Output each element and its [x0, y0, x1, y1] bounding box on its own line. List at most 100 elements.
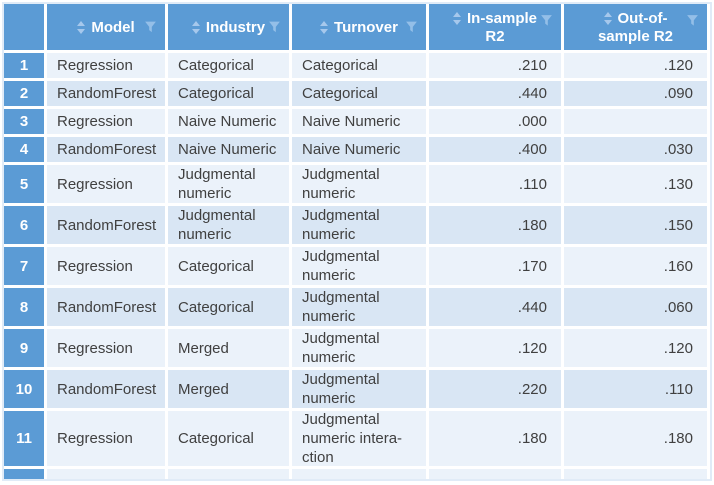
row-number[interactable] — [4, 469, 44, 479]
model-cell: RandomForest — [47, 81, 165, 106]
model-cell: RandomForest — [47, 206, 165, 244]
column-header-label: Out-of- — [617, 10, 668, 27]
table-row: 9 Regression Merged Judgmental numeric .120.… — [4, 329, 710, 367]
column-header-out_sample[interactable]: Out-of-sample R2 — [564, 4, 707, 50]
turnover-cell: Categorical — [292, 53, 426, 78]
turnover-cell: Judgmental numeric — [292, 247, 426, 285]
row-number[interactable]: 4 — [4, 137, 44, 162]
row-number[interactable]: 8 — [4, 288, 44, 326]
model-cell: RandomForest — [47, 137, 165, 162]
in-sample-r2-cell: .220 — [429, 370, 561, 408]
partial-row — [4, 469, 710, 479]
header-corner-cell — [4, 4, 44, 50]
table-row: 7 Regression Categorical Judgmental numeric… — [4, 247, 710, 285]
in-sample-r2-cell: .120 — [429, 329, 561, 367]
turnover-cell: Naive Numeric — [292, 137, 426, 162]
out-sample-r2-cell: .150 — [564, 206, 707, 244]
industry-cell: Categorical — [168, 288, 289, 326]
data-grid: Model Industry Turnover In-sample R2 Out-of-s… — [4, 4, 710, 479]
sort-arrows-icon[interactable] — [452, 12, 461, 25]
turnover-cell: Judgmental numeric — [292, 206, 426, 244]
in-sample-r2-cell — [429, 469, 561, 479]
turnover-cell — [292, 469, 426, 479]
turnover-cell: Naive Numeric — [292, 109, 426, 134]
table-row: 1 Regression Categorical Categorical .210.12… — [4, 53, 710, 78]
out-sample-r2-cell: .180 — [564, 411, 707, 466]
in-sample-r2-cell: .000 — [429, 109, 561, 134]
column-header-label: Turnover — [334, 18, 398, 36]
column-header-turnover[interactable]: Turnover — [292, 4, 426, 50]
sort-arrows-icon[interactable] — [77, 20, 86, 34]
model-cell: Regression — [47, 165, 165, 203]
model-cell — [47, 469, 165, 479]
model-cell: Regression — [47, 53, 165, 78]
filter-funnel-icon[interactable] — [540, 14, 553, 27]
column-header-in_sample[interactable]: In-sample R2 — [429, 4, 561, 50]
turnover-cell: Judgmental numeric intera-ction — [292, 411, 426, 466]
sort-arrows-icon[interactable] — [320, 20, 329, 34]
column-header-line1: In-sample — [452, 9, 537, 28]
industry-cell: Categorical — [168, 53, 289, 78]
row-number[interactable]: 1 — [4, 53, 44, 78]
industry-cell: Merged — [168, 370, 289, 408]
in-sample-r2-cell: .180 — [429, 206, 561, 244]
row-number[interactable]: 10 — [4, 370, 44, 408]
filter-funnel-icon[interactable] — [405, 21, 418, 34]
column-header-line1: Out-of- — [603, 9, 668, 28]
out-sample-r2-cell: .060 — [564, 288, 707, 326]
industry-cell: Merged — [168, 329, 289, 367]
column-header-label: Model — [91, 18, 135, 36]
row-number[interactable]: 3 — [4, 109, 44, 134]
out-sample-r2-cell: .130 — [564, 165, 707, 203]
filter-funnel-icon[interactable] — [268, 21, 281, 34]
table-row: 2 RandomForest Categorical Categorical .440.… — [4, 81, 710, 106]
out-sample-r2-cell: .090 — [564, 81, 707, 106]
column-header-industry[interactable]: Industry — [168, 4, 289, 50]
model-cell: Regression — [47, 411, 165, 466]
column-header-label: Industry — [205, 18, 266, 36]
column-header-label-line2: sample R2 — [597, 28, 674, 45]
column-header-model[interactable]: Model — [47, 4, 165, 50]
filter-funnel-icon[interactable] — [144, 21, 157, 34]
table-row: 11 Regression Categorical Judgmental numeri… — [4, 411, 710, 466]
out-sample-r2-cell — [564, 469, 707, 479]
sort-arrows-icon[interactable] — [603, 12, 612, 25]
turnover-cell: Categorical — [292, 81, 426, 106]
turnover-cell: Judgmental numeric — [292, 288, 426, 326]
out-sample-r2-cell: .030 — [564, 137, 707, 162]
model-cell: Regression — [47, 109, 165, 134]
column-header-label-line2: R2 — [485, 28, 505, 45]
in-sample-r2-cell: .110 — [429, 165, 561, 203]
turnover-cell: Judgmental numeric — [292, 370, 426, 408]
out-sample-r2-cell: .160 — [564, 247, 707, 285]
industry-cell: Naive Numeric — [168, 137, 289, 162]
out-sample-r2-cell: .120 — [564, 329, 707, 367]
table-row: 10 RandomForest Merged Judgmental numeric .2… — [4, 370, 710, 408]
filter-funnel-icon[interactable] — [686, 14, 699, 27]
sort-arrows-icon[interactable] — [191, 20, 200, 34]
in-sample-r2-cell: .210 — [429, 53, 561, 78]
table-row: 5 Regression Judgmental numeric Judgmental … — [4, 165, 710, 203]
in-sample-r2-cell: .440 — [429, 288, 561, 326]
table-row: 4 RandomForest Naive Numeric Naive Numeric.… — [4, 137, 710, 162]
column-header-line1: Model — [77, 18, 135, 37]
in-sample-r2-cell: .180 — [429, 411, 561, 466]
row-number[interactable]: 7 — [4, 247, 44, 285]
turnover-cell: Judgmental numeric — [292, 329, 426, 367]
in-sample-r2-cell: .170 — [429, 247, 561, 285]
industry-cell: Categorical — [168, 247, 289, 285]
out-sample-r2-cell: .110 — [564, 370, 707, 408]
out-sample-r2-cell: .120 — [564, 53, 707, 78]
row-number[interactable]: 9 — [4, 329, 44, 367]
table-row: 6 RandomForest Judgmental numeric Judgmenta… — [4, 206, 710, 244]
industry-cell: Categorical — [168, 81, 289, 106]
row-number[interactable]: 11 — [4, 411, 44, 466]
model-cell: Regression — [47, 247, 165, 285]
row-number[interactable]: 2 — [4, 81, 44, 106]
row-number[interactable]: 6 — [4, 206, 44, 244]
table-row: 3 Regression Naive Numeric Naive Numeric .00… — [4, 109, 710, 134]
row-number[interactable]: 5 — [4, 165, 44, 203]
industry-cell: Judgmental numeric — [168, 165, 289, 203]
out-sample-r2-cell — [564, 109, 707, 134]
